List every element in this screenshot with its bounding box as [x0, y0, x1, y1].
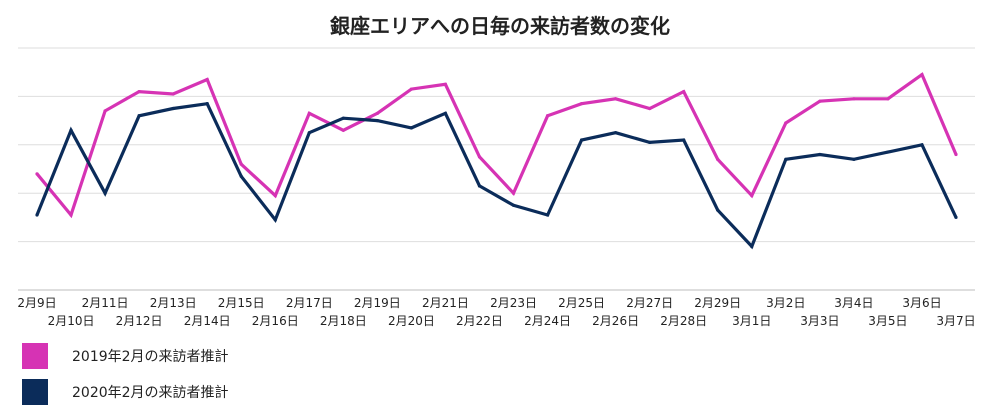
legend-label-2020: 2020年2月の来訪者推計	[72, 385, 229, 401]
x-tick-label-11: 2月20日	[388, 314, 435, 328]
data-point-s1-23	[818, 152, 822, 157]
data-point-s0-14	[511, 191, 516, 195]
data-point-s1-17	[614, 131, 618, 135]
data-point-s0-0	[35, 172, 39, 176]
data-point-s1-14	[511, 203, 516, 207]
data-point-s0-21	[750, 194, 754, 198]
x-tick-label-17: 2月26日	[592, 314, 639, 328]
x-tick-label-9: 2月18日	[320, 314, 367, 328]
data-point-s1-16	[579, 138, 584, 142]
data-point-s0-1	[69, 213, 73, 217]
data-point-s1-11	[409, 126, 414, 130]
legend-label-2019: 2019年2月の来訪者推計	[72, 349, 229, 365]
data-point-s1-18	[648, 140, 652, 144]
data-point-s0-22	[784, 121, 788, 125]
x-tick-label-16: 2月25日	[558, 296, 605, 310]
data-point-s0-24	[852, 97, 856, 101]
x-tick-label-24: 3月4日	[834, 296, 873, 310]
data-point-s0-20	[716, 157, 720, 161]
x-tick-label-15: 2月24日	[524, 314, 571, 328]
data-point-s1-27	[954, 215, 958, 219]
data-point-s0-7	[273, 194, 277, 198]
x-tick-label-2: 2月11日	[82, 296, 129, 310]
legend-item-2020: 2020年2月の来訪者推計	[22, 376, 229, 408]
legend-swatch-2019	[22, 343, 48, 369]
data-point-s1-13	[477, 184, 482, 188]
data-point-s1-21	[750, 244, 754, 249]
data-point-s0-6	[239, 162, 243, 166]
data-point-s0-25	[886, 97, 890, 101]
data-point-s0-18	[648, 106, 652, 111]
chart-title: 銀座エリアへの日毎の来訪者数の変化	[330, 14, 670, 38]
x-tick-label-6: 2月15日	[218, 296, 265, 310]
data-point-s1-20	[716, 208, 720, 212]
data-point-s0-10	[375, 111, 379, 115]
data-point-s0-19	[682, 89, 686, 94]
x-tick-label-3: 2月12日	[116, 314, 163, 328]
x-tick-label-27: 3月7日	[936, 314, 975, 328]
series-line-0	[35, 72, 958, 219]
data-point-s0-5	[205, 77, 209, 82]
x-tick-label-20: 2月29日	[694, 296, 741, 310]
data-point-s0-13	[477, 155, 482, 159]
x-tick-label-23: 3月3日	[800, 314, 839, 328]
data-point-s1-6	[239, 174, 243, 178]
data-point-s0-4	[171, 92, 175, 96]
data-point-s1-9	[341, 116, 345, 120]
line-chart: 2月9日 2月10日 2月11日 2月12日 2月13日 2月14日 2月15日 2月16日 2…	[17, 47, 976, 328]
data-point-s1-3	[137, 114, 141, 118]
series-line-1	[35, 101, 958, 250]
legend-swatch-2020	[22, 379, 48, 405]
data-point-s1-8	[307, 131, 311, 135]
data-point-s1-4	[171, 106, 175, 111]
data-point-s1-7	[273, 218, 277, 222]
x-tick-label-4: 2月13日	[150, 296, 197, 310]
data-point-s1-10	[375, 119, 379, 123]
data-point-s0-16	[579, 102, 584, 106]
legend: 2019年2月の来訪者推計 2020年2月の来訪者推計	[22, 340, 229, 412]
data-point-s1-26	[920, 143, 924, 147]
data-point-s0-15	[545, 114, 550, 118]
data-point-s0-12	[443, 82, 448, 86]
data-point-s1-24	[852, 157, 856, 161]
gridlines	[18, 47, 975, 291]
data-point-s1-22	[784, 157, 788, 161]
x-tick-label-5: 2月14日	[184, 314, 231, 328]
x-tick-label-18: 2月27日	[626, 296, 673, 310]
data-point-s1-2	[103, 191, 107, 195]
data-point-s0-2	[103, 109, 107, 113]
data-point-s1-5	[205, 102, 209, 106]
x-tick-label-26: 3月6日	[902, 296, 941, 310]
data-point-s0-11	[409, 87, 414, 91]
x-tick-label-7: 2月16日	[252, 314, 299, 328]
x-tick-label-0: 2月9日	[17, 296, 56, 310]
x-tick-label-19: 2月28日	[660, 314, 707, 328]
x-tick-label-22: 3月2日	[766, 296, 805, 310]
x-tick-label-25: 3月5日	[868, 314, 907, 328]
data-point-s1-0	[35, 213, 39, 217]
data-point-s1-15	[545, 213, 550, 217]
x-tick-labels: 2月9日 2月10日 2月11日 2月12日 2月13日 2月14日 2月15日 2月16日 2…	[17, 296, 975, 328]
x-tick-label-10: 2月19日	[354, 296, 401, 310]
x-tick-label-14: 2月23日	[490, 296, 537, 310]
data-point-s1-19	[682, 138, 686, 142]
legend-item-2019: 2019年2月の来訪者推計	[22, 340, 229, 372]
x-tick-label-1: 2月10日	[48, 314, 95, 328]
data-point-s0-23	[818, 99, 822, 103]
data-point-s0-3	[137, 89, 141, 94]
data-point-s1-1	[69, 128, 73, 132]
data-point-s1-12	[443, 111, 448, 115]
data-point-s0-26	[920, 73, 924, 77]
data-point-s0-8	[307, 111, 311, 115]
x-tick-label-13: 2月22日	[456, 314, 503, 328]
data-point-s0-27	[954, 152, 958, 157]
data-point-s0-9	[341, 128, 345, 132]
series-lines	[35, 72, 958, 250]
x-tick-label-8: 2月17日	[286, 296, 333, 310]
x-tick-label-21: 3月1日	[732, 314, 771, 328]
data-point-s0-17	[614, 97, 618, 101]
data-point-s1-25	[886, 150, 890, 154]
x-tick-label-12: 2月21日	[422, 296, 469, 310]
